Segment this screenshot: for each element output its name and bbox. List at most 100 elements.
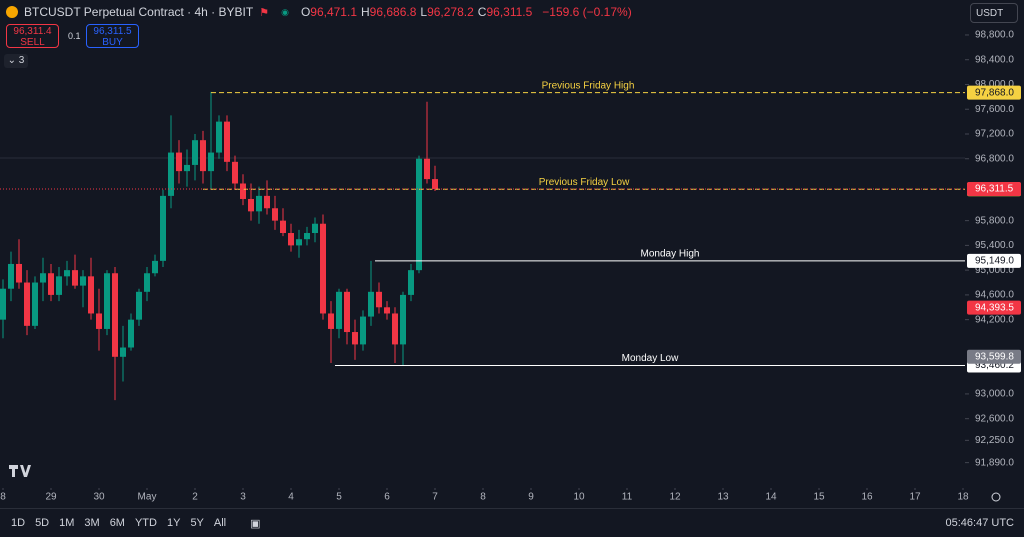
level-tag (967, 85, 1021, 100)
x-tick-label: 10 (573, 492, 585, 503)
range-button[interactable]: 1Y (166, 517, 181, 529)
x-tick-label: 17 (909, 492, 921, 503)
range-button[interactable]: 5D (35, 517, 50, 529)
y-tick-label: 93,000.0 (975, 389, 1014, 400)
candle-body (152, 260, 158, 274)
x-tick-label: 7 (432, 492, 438, 503)
status-dot: ◉ (281, 6, 289, 17)
candle-body (376, 291, 382, 308)
y-tick-label: 95,000.0 (975, 265, 1014, 276)
level-tag (967, 253, 1021, 268)
candle-body (256, 195, 262, 212)
settings-icon[interactable] (991, 492, 1001, 502)
candle-body (280, 220, 286, 234)
candle-body (8, 263, 14, 289)
y-tick-label: 95,400.0 (975, 240, 1014, 251)
collapsed-count: 3 (18, 55, 25, 66)
sell-button[interactable]: 96,311.4 SELL (6, 24, 59, 48)
candle-body (224, 121, 230, 162)
candle-body (352, 332, 358, 345)
price-tag (967, 349, 1021, 364)
candle-body (264, 195, 270, 209)
candle-body (416, 158, 422, 271)
price-tag (967, 300, 1021, 315)
range-button[interactable]: All (213, 517, 227, 529)
quantity: 0.1 (68, 31, 81, 41)
level-tag-label: 93,460.2 (975, 360, 1014, 371)
range-button[interactable]: 1D (11, 517, 26, 529)
ohlc-key: O (300, 5, 311, 19)
x-tick-label: May (138, 492, 157, 503)
y-tick-label: 92,600.0 (975, 413, 1014, 424)
x-tick-label: 9 (528, 492, 534, 503)
candle-body (200, 140, 206, 172)
ohlc-key: L (420, 5, 428, 19)
bottom-toolbar: 1D 5D 1M 3M 6M YTD 1Y 5Y All ▣ 05:46:47 UTC (0, 508, 1024, 537)
candle-body (144, 273, 150, 292)
y-tick-label: 91,890.0 (975, 457, 1014, 468)
buy-label: BUY (102, 37, 123, 48)
candle-body (424, 158, 430, 180)
candle-body (272, 208, 278, 221)
flag-icon[interactable]: ⚑ (259, 6, 270, 19)
candle-body (64, 270, 70, 277)
candle-body (192, 140, 198, 165)
y-tick-label: 98,400.0 (975, 54, 1014, 65)
candle-body (120, 347, 126, 357)
y-tick-label: 97,200.0 (975, 129, 1014, 140)
x-tick-label: 12 (669, 492, 681, 503)
x-tick-label: 30 (93, 492, 105, 503)
candle-body (344, 291, 350, 333)
x-tick-label: 8 (480, 492, 486, 503)
candle-body (80, 276, 86, 286)
x-tick-label: 4 (288, 492, 294, 503)
tv-logo (9, 465, 31, 477)
candle-body (128, 319, 134, 348)
candle-body (216, 121, 222, 153)
range-button[interactable]: 3M (84, 517, 100, 529)
collapse-button[interactable]: ⌄ 3 (4, 54, 28, 68)
change: −159.6 (−0.17%) (542, 5, 632, 19)
candle-body (160, 195, 166, 261)
level-name: Previous Friday Low (539, 177, 630, 188)
candle-body (112, 273, 118, 357)
x-tick-label: 18 (957, 492, 969, 503)
candle-body (40, 273, 46, 283)
range-buttons: 1D 5D 1M 3M 6M YTD 1Y 5Y All ▣ (11, 517, 261, 530)
candle-body (240, 183, 246, 199)
level-name: Monday Low (622, 353, 679, 364)
calendar-icon[interactable]: ▣ (250, 518, 261, 530)
buy-price: 96,311.5 (93, 26, 132, 37)
buy-button[interactable]: 96,311.5 BUY (86, 24, 139, 48)
level-tag-label: 95,149.0 (975, 256, 1014, 267)
candle-body (96, 313, 102, 329)
range-button[interactable]: 1M (59, 517, 75, 529)
price-tag-label: 93,599.8 (975, 351, 1014, 362)
candle-body (176, 152, 182, 172)
price-tag-label: 94,393.5 (975, 302, 1014, 313)
candle-body (24, 282, 30, 326)
candle-body (136, 291, 142, 320)
candle-body (208, 152, 214, 172)
candle-body (312, 223, 318, 234)
candle-body (168, 152, 174, 196)
ohlc-key: H (361, 5, 370, 19)
candle-body (360, 316, 366, 345)
range-button[interactable]: 5Y (190, 517, 204, 529)
x-tick-label: 8 (0, 492, 6, 503)
range-button[interactable]: YTD (134, 517, 157, 529)
candle-body (248, 198, 254, 212)
ohlc: O96,471.1 H96,686.8 L96,278.2 C96,311.5 (301, 5, 536, 19)
x-tick-label: 13 (717, 492, 729, 503)
y-tick-label: 94,200.0 (975, 314, 1014, 325)
range-button[interactable]: 6M (109, 517, 125, 529)
y-tick-label: 98,000.0 (975, 79, 1014, 90)
ohlc-value: 96,278.2 (427, 5, 474, 19)
x-tick-label: 15 (813, 492, 825, 503)
candle-body (184, 164, 190, 172)
y-tick-label: 97,600.0 (975, 104, 1014, 115)
candle-body (304, 233, 310, 240)
currency-select[interactable]: USDT (970, 3, 1018, 23)
x-tick-label: 6 (384, 492, 390, 503)
candle-body (384, 307, 390, 314)
